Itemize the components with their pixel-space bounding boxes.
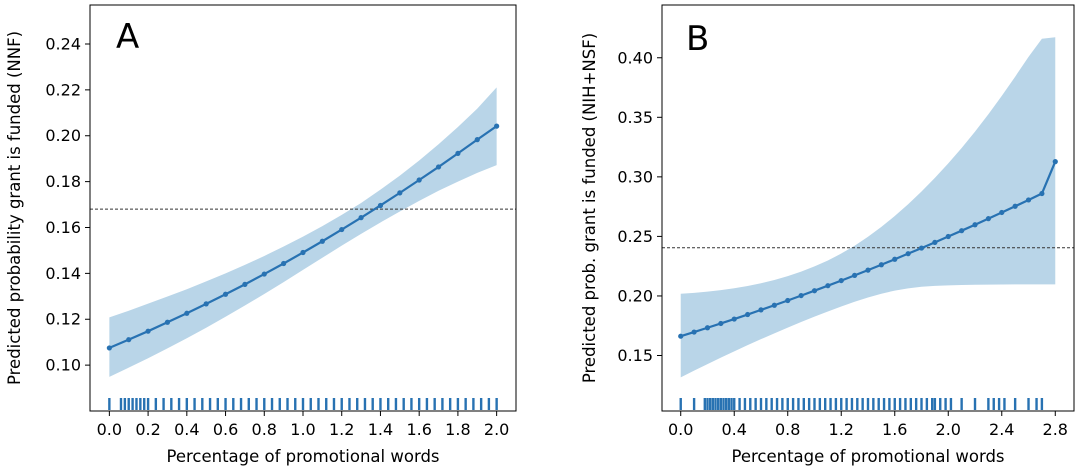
data-point bbox=[825, 283, 831, 289]
data-point bbox=[358, 215, 364, 221]
data-point bbox=[1025, 197, 1032, 203]
panel-label: B bbox=[686, 19, 709, 59]
data-point bbox=[474, 137, 480, 143]
data-point bbox=[416, 177, 422, 183]
data-point bbox=[377, 202, 384, 209]
y-tick-label: 0.35 bbox=[617, 108, 653, 127]
data-point bbox=[1012, 203, 1018, 209]
x-tick-label: 0.8 bbox=[775, 420, 800, 439]
panel-label: A bbox=[116, 17, 139, 57]
data-point bbox=[678, 333, 684, 339]
chart-panel-a: 0.0 0.2 0.4 0.6 0.8 1.0 1.2 1.4 1.6 1.8 2.0 0.10 0.1… bbox=[5, 4, 517, 466]
x-tick-label: 1.6 bbox=[406, 420, 431, 439]
plot-frame bbox=[661, 4, 1075, 412]
data-point bbox=[852, 272, 858, 278]
data-point bbox=[972, 222, 978, 228]
y-tick-label: 0.25 bbox=[617, 227, 653, 246]
x-tick-label: 0.6 bbox=[213, 420, 238, 439]
x-tick-label: 2.0 bbox=[484, 420, 509, 439]
data-point bbox=[999, 209, 1005, 216]
data-point bbox=[959, 228, 965, 234]
data-point bbox=[397, 190, 403, 196]
x-tick-label: 0.4 bbox=[174, 420, 199, 439]
y-tick-label: 0.24 bbox=[45, 34, 81, 53]
data-point bbox=[145, 328, 151, 334]
data-point bbox=[164, 319, 171, 325]
rug-marks bbox=[679, 398, 1044, 410]
data-point bbox=[758, 307, 764, 313]
data-point bbox=[718, 320, 724, 327]
x-tick-label: 1.8 bbox=[445, 420, 470, 439]
y-tick-label: 0.20 bbox=[45, 126, 81, 145]
x-tick-label: 0.0 bbox=[97, 420, 122, 439]
data-point bbox=[691, 329, 697, 335]
x-tick-label: 0.4 bbox=[722, 420, 747, 439]
x-tick-label: 1.4 bbox=[368, 420, 393, 439]
data-point bbox=[435, 164, 442, 170]
y-tick-label: 0.30 bbox=[617, 167, 653, 186]
x-tick-label: 1.0 bbox=[290, 420, 315, 439]
data-point bbox=[106, 345, 112, 351]
x-tick-label: 0.2 bbox=[135, 420, 160, 439]
y-tick-label: 0.16 bbox=[45, 218, 81, 237]
x-tick-label: 1.2 bbox=[329, 420, 354, 439]
data-point bbox=[261, 271, 267, 277]
rug-marks bbox=[108, 398, 498, 410]
y-tick-label: 0.22 bbox=[45, 80, 81, 99]
data-point bbox=[745, 311, 751, 318]
y-axis-label: Predicted prob. grant is funded (NIH+NSF… bbox=[580, 33, 599, 383]
data-point bbox=[731, 316, 737, 322]
data-point bbox=[339, 226, 345, 233]
data-point bbox=[300, 249, 306, 256]
data-point bbox=[184, 310, 190, 316]
data-point bbox=[222, 291, 229, 297]
data-point bbox=[785, 297, 791, 304]
data-point bbox=[932, 239, 938, 245]
data-point bbox=[494, 123, 500, 129]
y-tick-label: 0.15 bbox=[617, 346, 653, 365]
x-tick-label: 0.8 bbox=[252, 420, 277, 439]
x-tick-label: 1.2 bbox=[829, 420, 854, 439]
x-tick-label: 2.4 bbox=[989, 420, 1014, 439]
x-tick-label: 1.6 bbox=[882, 420, 907, 439]
data-point bbox=[838, 277, 844, 284]
data-point bbox=[918, 245, 925, 251]
data-point bbox=[811, 288, 818, 294]
y-tick-label: 0.10 bbox=[45, 356, 81, 375]
x-tick-label: 2.8 bbox=[1043, 420, 1068, 439]
data-point bbox=[126, 337, 132, 343]
y-tick-label: 0.40 bbox=[617, 48, 653, 67]
data-point bbox=[319, 238, 325, 244]
data-point bbox=[281, 260, 287, 267]
y-axis-label: Predicted probability grant is funded (N… bbox=[5, 31, 24, 385]
y-tick-label: 0.18 bbox=[45, 172, 81, 191]
data-point bbox=[203, 301, 209, 307]
confidence-band bbox=[680, 37, 1056, 378]
y-tick-label: 0.20 bbox=[617, 286, 653, 305]
data-point bbox=[1052, 159, 1058, 165]
data-point bbox=[878, 262, 884, 268]
x-axis-label: Percentage of promotional words bbox=[731, 447, 1004, 466]
y-tick-label: 0.14 bbox=[45, 264, 81, 283]
data-point bbox=[798, 292, 804, 299]
data-point bbox=[945, 233, 951, 240]
confidence-band bbox=[109, 87, 497, 377]
data-point bbox=[985, 216, 991, 222]
data-point bbox=[704, 325, 711, 331]
data-point bbox=[892, 256, 898, 262]
x-tick-label: 0.0 bbox=[668, 420, 693, 439]
y-tick-label: 0.12 bbox=[45, 310, 81, 329]
data-point bbox=[865, 267, 871, 273]
data-point bbox=[771, 302, 777, 308]
x-tick-label: 2.0 bbox=[936, 420, 961, 439]
data-point bbox=[242, 281, 248, 287]
x-axis-label: Percentage of promotional words bbox=[166, 447, 439, 466]
data-point bbox=[455, 150, 461, 157]
data-point bbox=[905, 251, 911, 257]
chart-panel-b: 0.0 0.4 0.8 1.2 1.6 2.0 2.4 2.8 0.15 0.20 0.25 0.30… bbox=[580, 4, 1075, 466]
data-point bbox=[1039, 190, 1045, 197]
